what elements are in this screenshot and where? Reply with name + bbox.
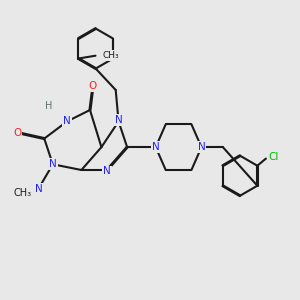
Text: CH₃: CH₃ [13,188,32,198]
Text: N: N [152,142,160,152]
Text: N: N [63,116,71,126]
Text: N: N [198,142,205,152]
Text: O: O [13,128,21,138]
Text: CH₃: CH₃ [103,51,119,60]
Text: Cl: Cl [268,152,278,162]
Text: N: N [115,115,122,125]
Text: O: O [89,81,97,91]
Text: N: N [103,167,111,176]
Text: N: N [49,159,57,169]
Text: N: N [35,184,42,194]
Text: H: H [45,101,52,111]
